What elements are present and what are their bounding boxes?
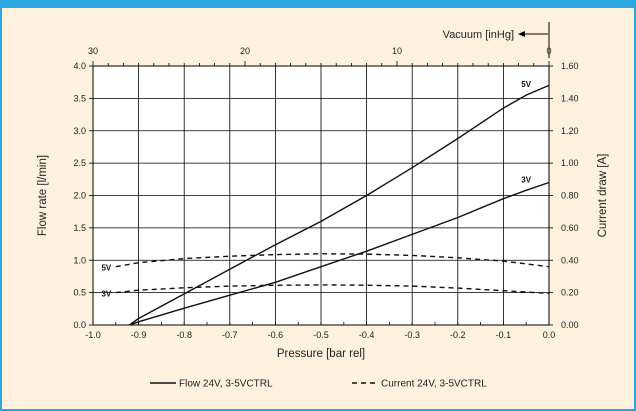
y2-tick-label: 1.60 [561, 61, 579, 71]
legend: Flow 24V, 3-5VCTRL Current 24V, 3-5VCTRL [150, 379, 487, 390]
y-tick-label: 1.5 [73, 223, 86, 233]
top-tick-label: 30 [88, 46, 98, 56]
top-tick-label: 0 [546, 46, 551, 56]
vacuum-arrowhead [518, 31, 525, 37]
y2-tick-label: 0.20 [561, 288, 579, 298]
x-tick-label: -1.0 [85, 330, 101, 340]
x-tick-label: -0.9 [131, 330, 147, 340]
top-tick-label: 20 [240, 46, 250, 56]
y-tick-label: 1.0 [73, 255, 86, 265]
legend-label-flow: Flow 24V, 3-5VCTRL [179, 379, 273, 390]
series-label: 5V [101, 264, 111, 273]
legend-label-current: Current 24V, 3-5VCTRL [381, 379, 487, 390]
x-tick-label: -0.6 [268, 330, 284, 340]
x-tick-label: -0.8 [176, 330, 192, 340]
y2-tick-label: 0.40 [561, 255, 579, 265]
axis-text: -1.0 -0.9 -0.8 -0.7 -0.6 -0.5 -0.4 -0.3 -0.2 -0.1… [37, 29, 609, 360]
y-tick-label: 2.5 [73, 158, 86, 168]
axes [89, 22, 553, 326]
x-tick-label: -0.5 [313, 330, 329, 340]
x-axis-label: Pressure [bar rel] [277, 348, 365, 360]
top-axis-label: Vacuum [inHg] [443, 29, 514, 41]
y2-tick-label: 0.60 [561, 223, 579, 233]
plot-border [92, 65, 550, 326]
grid-lines [92, 65, 550, 326]
y-tick-label: 3.0 [73, 126, 86, 136]
x-tick-label: -0.1 [496, 330, 512, 340]
x-tick-label: -0.3 [404, 330, 420, 340]
flow-curve-5v [129, 84, 550, 326]
y2-tick-label: 0.00 [561, 320, 579, 330]
data-series [115, 84, 550, 326]
y-tick-label: 0.0 [73, 320, 86, 330]
flow-curve-3v [129, 181, 550, 326]
y-tick-label: 0.5 [73, 288, 86, 298]
y2-tick-label: 1.40 [561, 93, 579, 103]
x-tick-label: -0.2 [450, 330, 466, 340]
y2-tick-label: 0.80 [561, 191, 579, 201]
x-tick-label: -0.7 [222, 330, 238, 340]
series-label: 3V [101, 290, 111, 299]
y2-tick-label: 1.00 [561, 158, 579, 168]
y2-tick-label: 1.20 [561, 126, 579, 136]
series-label: 3V [521, 175, 531, 184]
series-label: 5V [521, 80, 531, 89]
top-tick-label: 10 [392, 46, 402, 56]
y-tick-label: 4.0 [73, 61, 86, 71]
y2-axis-label: Current draw [A] [597, 154, 609, 238]
x-tick-label: 0.0 [543, 330, 556, 340]
y-tick-label: 2.0 [73, 191, 86, 201]
y-tick-label: 3.5 [73, 93, 86, 103]
y-axis-label: Flow rate [l/min] [37, 155, 49, 236]
x-tick-label: -0.4 [359, 330, 375, 340]
